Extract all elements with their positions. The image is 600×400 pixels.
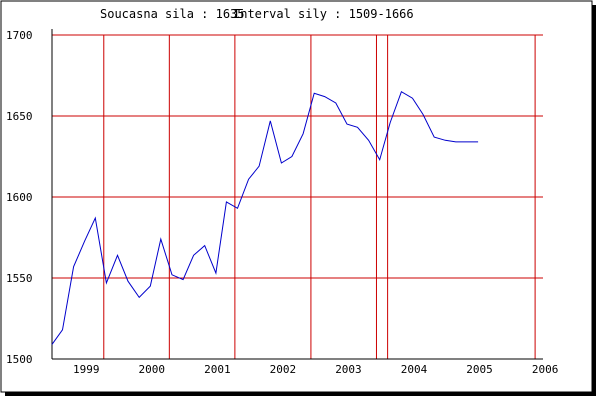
axes <box>51 29 543 360</box>
grid-lines <box>52 34 543 359</box>
x-tick-labels: 1999 2000 2001 2002 2003 2004 2005 2006 <box>73 363 558 376</box>
y-tick-label: 1500 <box>6 353 33 366</box>
x-tick-label: 2004 <box>401 363 428 376</box>
current-strength-label: Soucasna sila : 1635 <box>100 7 245 21</box>
strength-interval-label: Interval sily : 1509-1666 <box>233 7 414 21</box>
x-tick-label: 2001 <box>204 363 231 376</box>
x-tick-label: 2006 <box>532 363 559 376</box>
y-tick-labels: 1500 1550 1600 1650 1700 <box>6 29 33 366</box>
series-line <box>51 90 479 345</box>
y-tick-label: 1700 <box>6 29 33 42</box>
x-tick-label: 2003 <box>335 363 362 376</box>
x-tick-label: 2000 <box>139 363 166 376</box>
x-tick-label: 2005 <box>466 363 493 376</box>
x-tick-label: 1999 <box>73 363 100 376</box>
series-layer <box>51 90 479 345</box>
x-tick-label: 2002 <box>270 363 297 376</box>
y-tick-label: 1650 <box>6 110 33 123</box>
y-tick-label: 1550 <box>6 272 33 285</box>
y-tick-label: 1600 <box>6 191 33 204</box>
